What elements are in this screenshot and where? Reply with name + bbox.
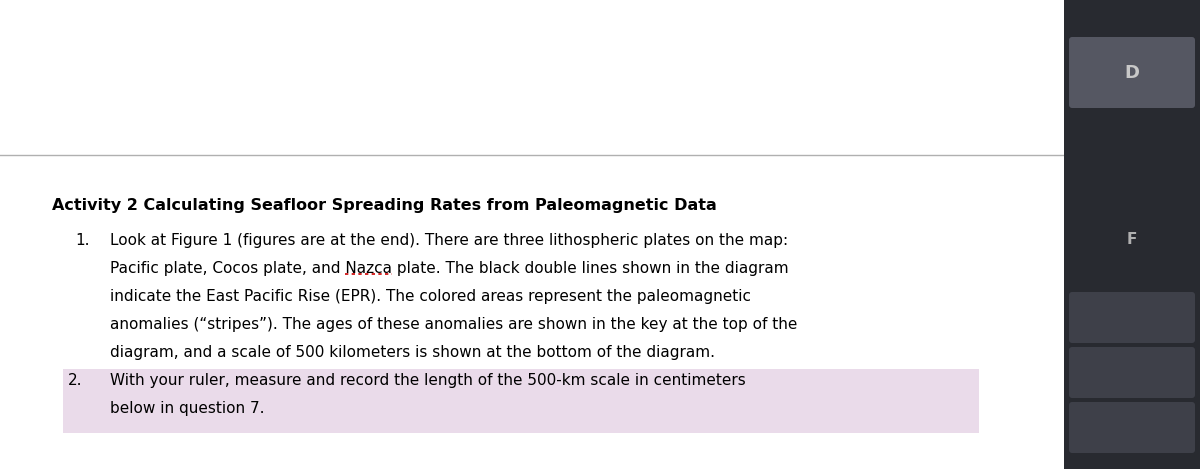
Text: D: D bbox=[1124, 63, 1140, 82]
FancyBboxPatch shape bbox=[1069, 292, 1195, 343]
Text: 2.: 2. bbox=[68, 373, 83, 388]
FancyBboxPatch shape bbox=[1069, 37, 1195, 108]
Text: below in question 7.: below in question 7. bbox=[110, 401, 264, 416]
Text: Pacific plate, Cocos plate, and Nazca plate. The black double lines shown in the: Pacific plate, Cocos plate, and Nazca pl… bbox=[110, 261, 788, 276]
Text: F: F bbox=[1127, 233, 1138, 248]
Bar bbox=[64, 369, 979, 433]
Text: 1.: 1. bbox=[74, 233, 90, 248]
FancyBboxPatch shape bbox=[1069, 347, 1195, 398]
Text: diagram, and a scale of 500 kilometers is shown at the bottom of the diagram.: diagram, and a scale of 500 kilometers i… bbox=[110, 345, 715, 360]
FancyBboxPatch shape bbox=[1069, 402, 1195, 453]
Text: anomalies (“stripes”). The ages of these anomalies are shown in the key at the t: anomalies (“stripes”). The ages of these… bbox=[110, 317, 797, 332]
Text: indicate the East Pacific Rise (EPR). The colored areas represent the paleomagne: indicate the East Pacific Rise (EPR). Th… bbox=[110, 289, 751, 304]
Bar bbox=[1064, 0, 1200, 469]
Text: With your ruler, measure and record the length of the 500-km scale in centimeter: With your ruler, measure and record the … bbox=[110, 373, 745, 388]
Text: Look at Figure 1 (figures are at the end). There are three lithospheric plates o: Look at Figure 1 (figures are at the end… bbox=[110, 233, 788, 248]
Text: Activity 2 Calculating Seafloor Spreading Rates from Paleomagnetic Data: Activity 2 Calculating Seafloor Spreadin… bbox=[52, 198, 716, 213]
